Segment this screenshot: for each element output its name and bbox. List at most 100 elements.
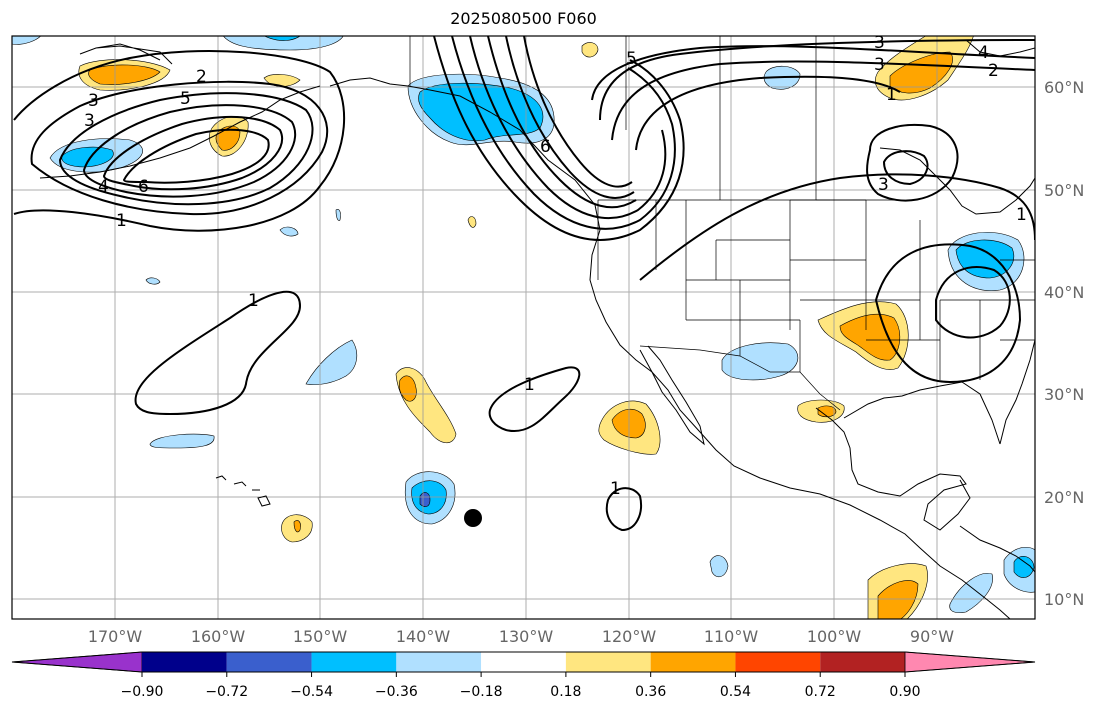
contour-labels: 2 3 5 1 3 4 6 5 3 3 2 4 1 6 3 1 1 1 1 [84,33,1027,499]
colorbar-tick-label: −0.36 [375,684,418,700]
contour-label: 2 [988,61,999,81]
lat-label: 20°N [1044,488,1084,507]
lon-label: 130°W [499,627,554,646]
contour-line [935,266,1011,339]
colorbar-segment [396,652,482,672]
coastline-hawaii [215,475,271,507]
lon-label: 160°W [191,627,246,646]
contour-line [469,36,667,220]
fill-positive [581,42,599,58]
contours [13,36,1035,532]
coastline-alaska [39,77,409,179]
map-title: 2025080500 F060 [450,9,597,28]
political-borders [409,36,1035,411]
contour-label: 1 [1016,205,1027,225]
colorbar-segment [142,652,227,672]
lon-label: 110°W [704,627,759,646]
colorbar-extend-min [11,651,143,673]
contour-line [505,36,635,199]
fill-negative-strong [264,36,301,41]
fill-negative [149,433,215,449]
coastline-alaska-north [79,43,173,65]
fill-positive-strong [398,375,417,402]
fill-negative [721,342,799,381]
contour-label: 3 [84,111,95,131]
latitude-labels: 60°N 50°N 40°N 30°N 20°N 10°N [1044,78,1084,609]
lon-label: 170°W [88,627,143,646]
contour-label: 4 [98,177,109,197]
lat-label: 50°N [1044,181,1084,200]
contour-label: 2 [196,67,207,87]
fill-negative-strong [61,146,114,168]
contour-label: 5 [626,49,637,69]
contour-line [122,128,270,184]
contour-line [523,36,633,188]
colorbar-tick-label: 0.36 [635,684,666,700]
contour-label: 4 [978,43,989,63]
contour-label: 1 [610,479,621,499]
lon-label: 90°W [910,627,954,646]
fill-negative [949,573,993,614]
contour-label: 6 [138,177,149,197]
contour-label: 5 [180,89,191,109]
fill-positive-strong [88,64,161,85]
contour-line [611,60,1035,141]
colorbar-segment [226,652,312,672]
lat-label: 30°N [1044,385,1084,404]
contour-line [13,49,346,232]
colorbar-segment [735,652,821,672]
fill-positive-strong [293,520,301,533]
contour-line [639,173,1035,281]
fill-negative [279,226,299,237]
contour-line [433,36,685,241]
colorbar-ticks: −0.90 −0.72 −0.54 −0.36 −0.18 0.18 0.36 0.54 0.7… [121,672,921,700]
colorbar-tick-label: −0.72 [205,684,248,700]
contour-line [30,80,329,216]
map-body: 2 3 5 1 3 4 6 5 3 3 2 4 1 6 3 1 1 1 1 [12,33,1035,619]
longitude-labels: 170°W 160°W 150°W 140°W 130°W 120°W 110°… [88,627,954,646]
contour-label: 1 [116,211,127,231]
contour-line [605,487,642,532]
coastline-central-america [959,525,1035,573]
contour-label: 3 [874,55,885,75]
colorbar-tick-label: 0.18 [550,684,581,700]
fill-negative [305,339,358,386]
fill-negative-strong [418,82,544,142]
colorbar-tick-label: 0.54 [720,684,751,700]
contour-line [591,45,1035,101]
contour-line [882,150,929,186]
contour-label: 6 [540,137,551,157]
storm-marker [464,509,482,527]
contour-label: 1 [886,85,897,105]
lon-label: 140°W [396,627,451,646]
lat-label: 40°N [1044,283,1084,302]
fill-negative-strong [1013,556,1035,578]
contour-line [134,290,302,416]
fill-negative [335,209,341,221]
contour-label: 3 [874,33,885,53]
contour-line [102,115,283,191]
coastline-baja [639,345,705,446]
fill-negative [223,36,344,51]
lat-label: 10°N [1044,590,1084,609]
fill-negative-strong [955,239,1014,279]
colorbar-segment [820,652,905,672]
coastline-east-us [999,339,1035,445]
map-frame [11,35,1036,620]
contour-line [82,104,297,198]
colorbar-tick-label: −0.54 [290,684,333,700]
contour-label: 1 [248,291,259,311]
fill-positive [467,216,477,228]
fill-negative-deep [419,492,431,507]
colorbar-tick-label: 0.90 [889,684,920,700]
contour-label: 3 [88,91,99,111]
lon-label: 100°W [807,627,862,646]
colorbar-segment [650,652,736,672]
colorbar-extend-max [904,651,1036,673]
colorbar-tick-label: −0.90 [121,684,164,700]
fill-negative [145,277,161,285]
contour-label: 3 [878,175,889,195]
colorbar-segment [311,652,397,672]
contour-line [874,243,1022,384]
